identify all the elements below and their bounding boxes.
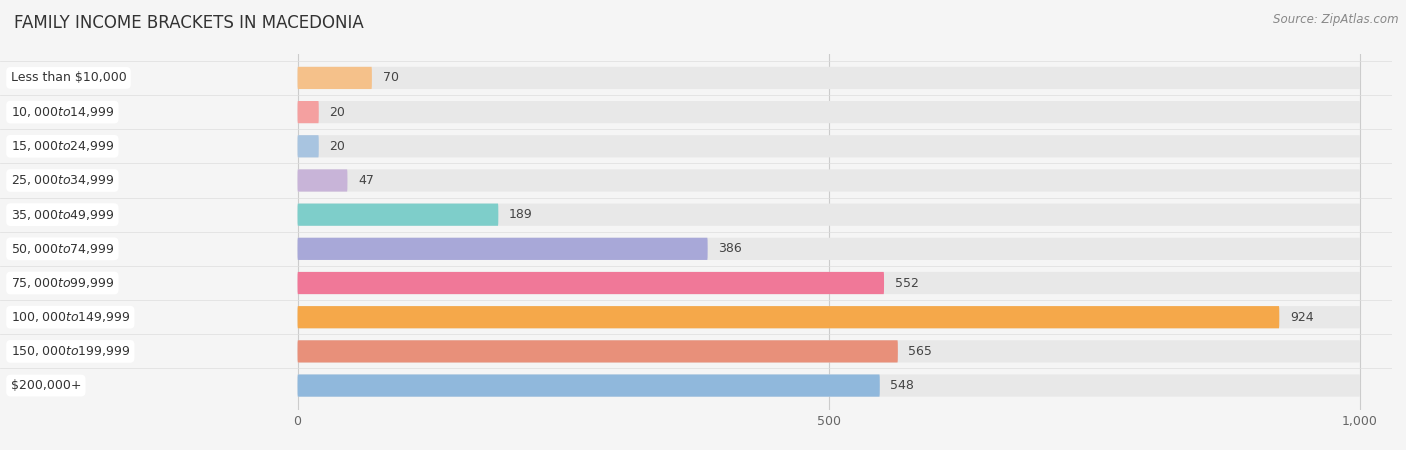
Text: 552: 552 [894,276,918,289]
FancyBboxPatch shape [298,238,1360,260]
FancyBboxPatch shape [298,135,319,158]
FancyBboxPatch shape [298,374,880,397]
Text: 47: 47 [359,174,374,187]
FancyBboxPatch shape [298,272,1360,294]
Text: 565: 565 [908,345,932,358]
FancyBboxPatch shape [298,238,707,260]
Text: 548: 548 [890,379,914,392]
Text: Source: ZipAtlas.com: Source: ZipAtlas.com [1274,14,1399,27]
FancyBboxPatch shape [298,67,373,89]
Text: $150,000 to $199,999: $150,000 to $199,999 [11,344,129,358]
FancyBboxPatch shape [298,306,1279,328]
FancyBboxPatch shape [298,340,1360,363]
FancyBboxPatch shape [298,67,1360,89]
Text: 189: 189 [509,208,533,221]
Text: FAMILY INCOME BRACKETS IN MACEDONIA: FAMILY INCOME BRACKETS IN MACEDONIA [14,14,364,32]
Text: $35,000 to $49,999: $35,000 to $49,999 [11,207,114,222]
Text: 20: 20 [329,140,346,153]
Text: 20: 20 [329,106,346,119]
Text: $75,000 to $99,999: $75,000 to $99,999 [11,276,114,290]
Text: Less than $10,000: Less than $10,000 [11,72,127,85]
FancyBboxPatch shape [298,169,347,192]
Text: $100,000 to $149,999: $100,000 to $149,999 [11,310,129,324]
FancyBboxPatch shape [298,203,498,226]
FancyBboxPatch shape [298,374,1360,397]
FancyBboxPatch shape [298,203,1360,226]
FancyBboxPatch shape [298,169,1360,192]
Text: $50,000 to $74,999: $50,000 to $74,999 [11,242,114,256]
Text: $200,000+: $200,000+ [11,379,82,392]
Text: 386: 386 [718,243,742,255]
Text: $25,000 to $34,999: $25,000 to $34,999 [11,174,114,188]
FancyBboxPatch shape [298,135,1360,158]
FancyBboxPatch shape [298,272,884,294]
Text: 70: 70 [382,72,398,85]
FancyBboxPatch shape [298,306,1360,328]
FancyBboxPatch shape [298,340,898,363]
Text: $10,000 to $14,999: $10,000 to $14,999 [11,105,114,119]
FancyBboxPatch shape [298,101,319,123]
Text: 924: 924 [1289,310,1313,324]
FancyBboxPatch shape [298,101,1360,123]
Text: $15,000 to $24,999: $15,000 to $24,999 [11,140,114,153]
